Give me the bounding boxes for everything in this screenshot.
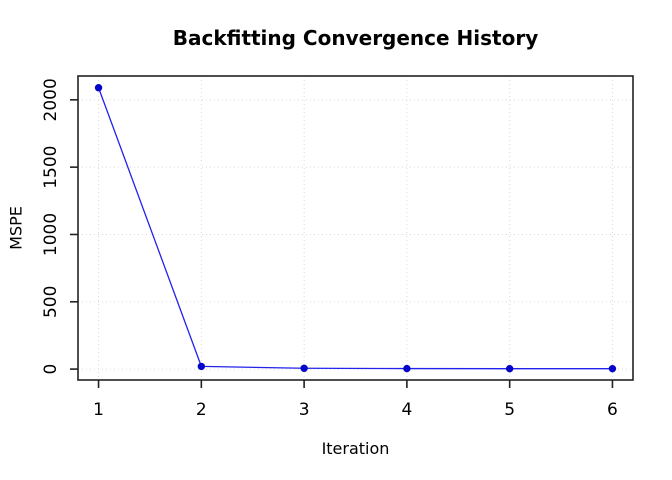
y-tick-label: 2000 [41, 78, 61, 121]
y-tick-label: 500 [41, 286, 61, 318]
y-axis-label-text: MSPE [6, 206, 26, 250]
x-tick-label: 6 [607, 400, 618, 420]
x-tick-label: 3 [299, 400, 310, 420]
data-point [94, 84, 103, 92]
x-tick-label: 4 [401, 400, 412, 420]
y-tick-label: 1500 [41, 146, 61, 189]
y-tick-label: 1000 [41, 213, 61, 256]
data-point [608, 364, 617, 373]
data-point [505, 364, 514, 373]
chart-title: Backfitting Convergence History [172, 26, 539, 50]
series-line [97, 87, 613, 370]
data-point [300, 364, 308, 372]
x-tick-label: 1 [93, 400, 104, 420]
data-point [197, 362, 206, 371]
plot-border [77, 75, 634, 381]
x-axis-label: Iteration [321, 439, 390, 458]
data-point [403, 364, 411, 373]
x-tick-label: 2 [196, 400, 207, 420]
x-tick-label: 5 [504, 400, 515, 420]
y-tick-label: 0 [41, 364, 61, 375]
